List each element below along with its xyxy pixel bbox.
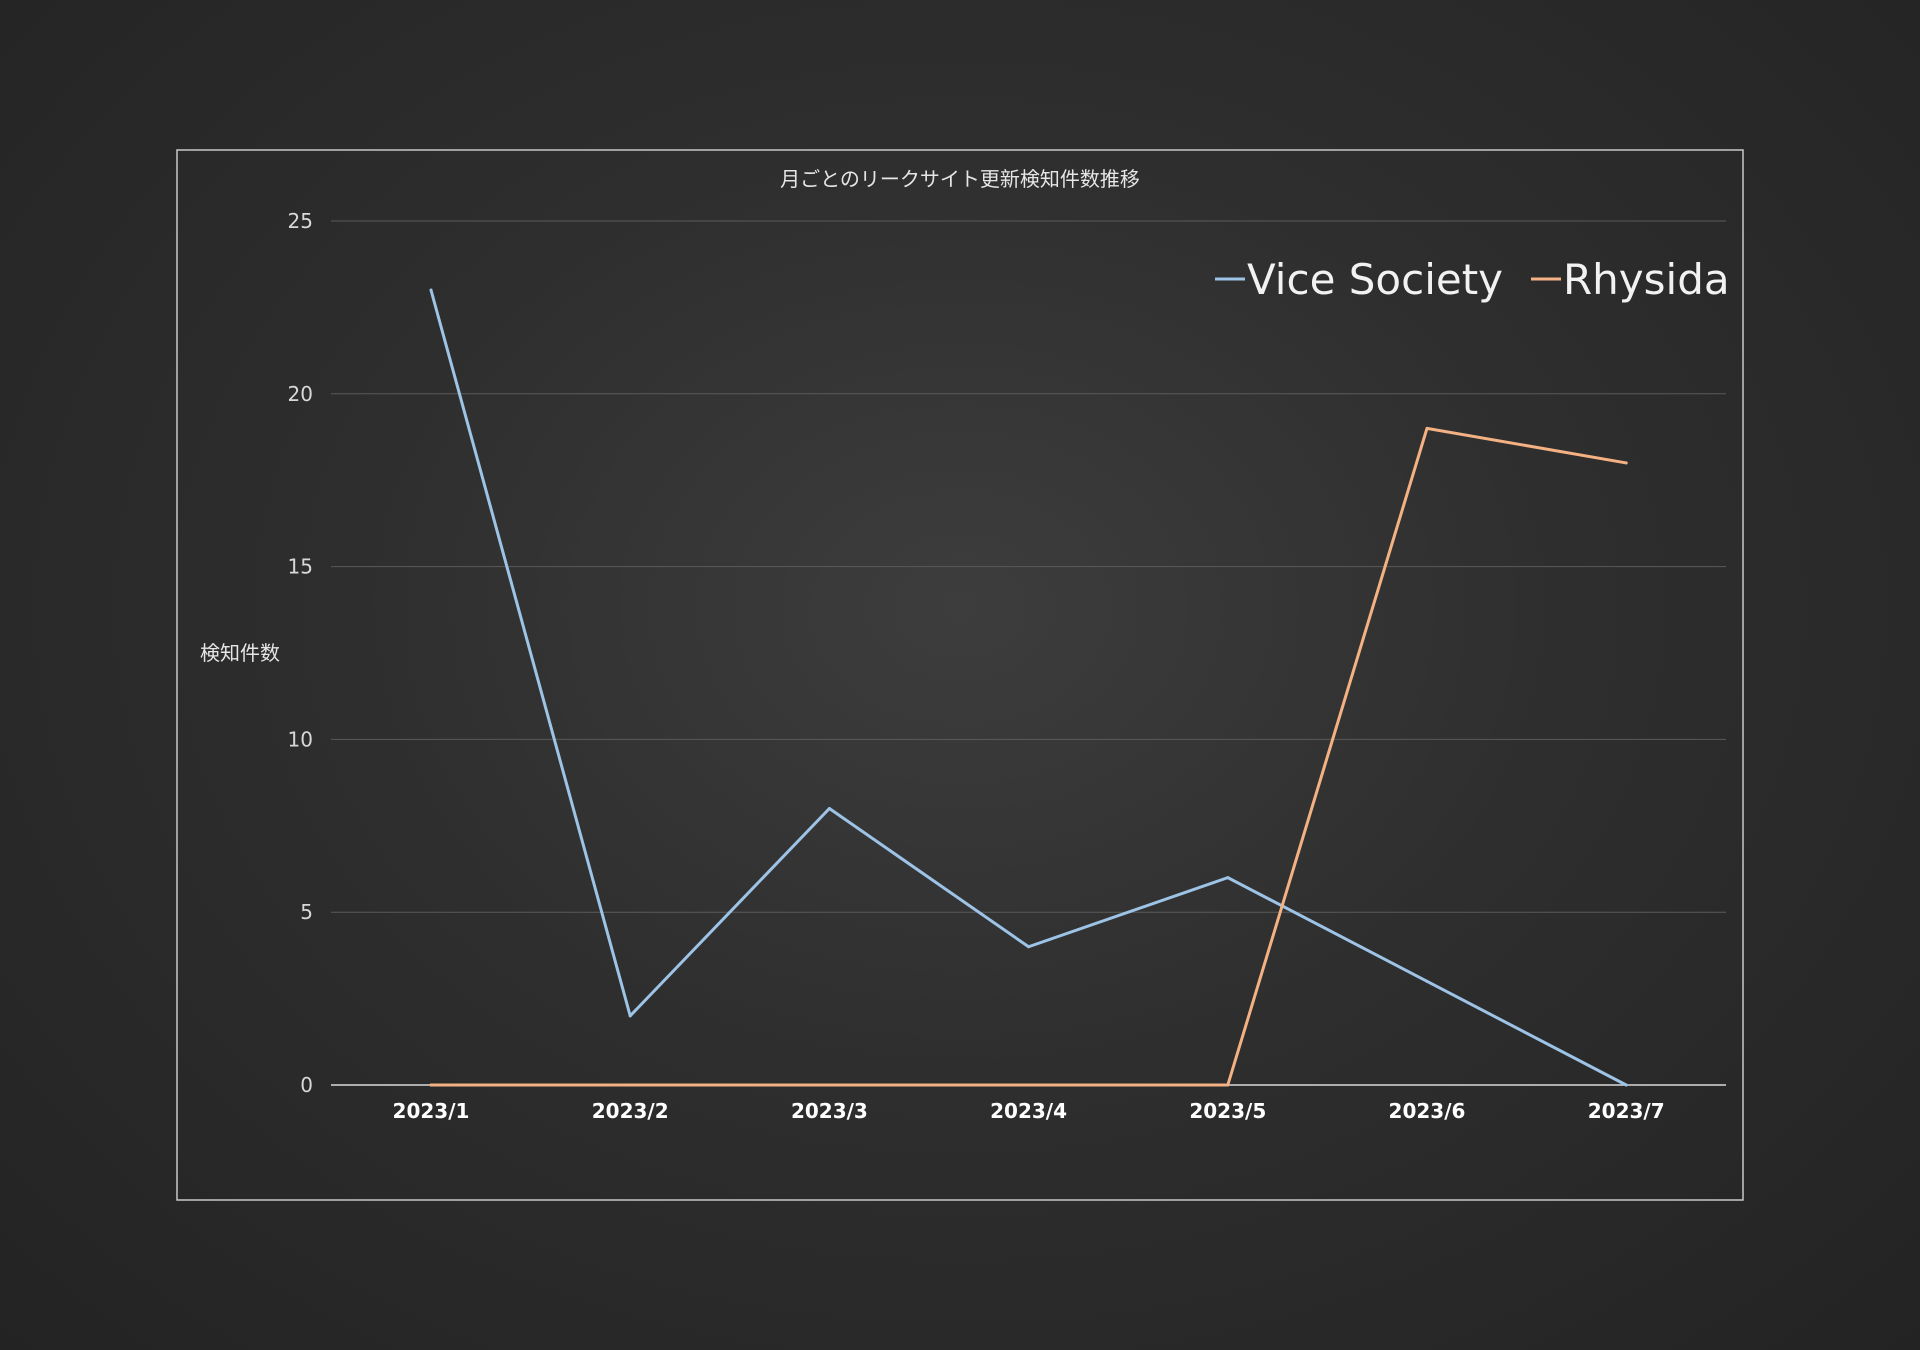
data-point-vice-society	[1624, 1083, 1628, 1087]
series-line-vice-society	[429, 288, 1628, 1087]
y-tick-label: 20	[288, 382, 313, 406]
x-tick-label: 2023/1	[393, 1099, 470, 1123]
data-point-rhysida	[429, 1083, 433, 1087]
y-axis-label: 検知件数	[200, 641, 280, 665]
chart-frame	[176, 149, 1744, 1201]
data-point-rhysida	[1624, 461, 1628, 465]
series-lines	[429, 288, 1628, 1087]
data-point-vice-society	[1425, 979, 1429, 983]
gridlines	[331, 220, 1726, 1086]
data-point-vice-society	[628, 1014, 632, 1018]
y-axis-ticks: 0 5 10 15 20 25	[288, 209, 313, 1097]
y-tick-label: 15	[288, 555, 313, 579]
legend-label-vice-society: Vice Society	[1247, 255, 1503, 304]
x-axis-ticks: 2023/1 2023/2 2023/3 2023/4 2023/5 2023/6 2023…	[393, 1099, 1665, 1123]
data-point-vice-society	[429, 288, 433, 292]
x-tick-label: 2023/5	[1189, 1099, 1266, 1123]
data-point-rhysida	[1425, 426, 1429, 430]
data-point-rhysida	[1226, 1083, 1230, 1087]
x-tick-label: 2023/6	[1389, 1099, 1466, 1123]
y-tick-label: 0	[300, 1073, 313, 1097]
data-point-vice-society	[1027, 945, 1031, 949]
data-point-rhysida	[1027, 1083, 1031, 1087]
x-tick-label: 2023/2	[592, 1099, 669, 1123]
y-tick-label: 10	[288, 727, 313, 751]
y-tick-label: 25	[288, 209, 313, 233]
data-point-vice-society	[1226, 876, 1230, 880]
legend: Vice Society Rhysida	[1215, 255, 1730, 304]
y-tick-label: 5	[300, 900, 313, 924]
chart-title: 月ごとのリークサイト更新検知件数推移	[780, 167, 1140, 191]
data-point-rhysida	[628, 1083, 632, 1087]
legend-label-rhysida: Rhysida	[1563, 255, 1730, 304]
data-point-rhysida	[827, 1083, 831, 1087]
x-tick-label: 2023/7	[1588, 1099, 1665, 1123]
x-tick-label: 2023/3	[791, 1099, 868, 1123]
data-point-vice-society	[827, 807, 831, 811]
x-tick-label: 2023/4	[990, 1099, 1067, 1123]
series-line-rhysida	[429, 426, 1628, 1087]
